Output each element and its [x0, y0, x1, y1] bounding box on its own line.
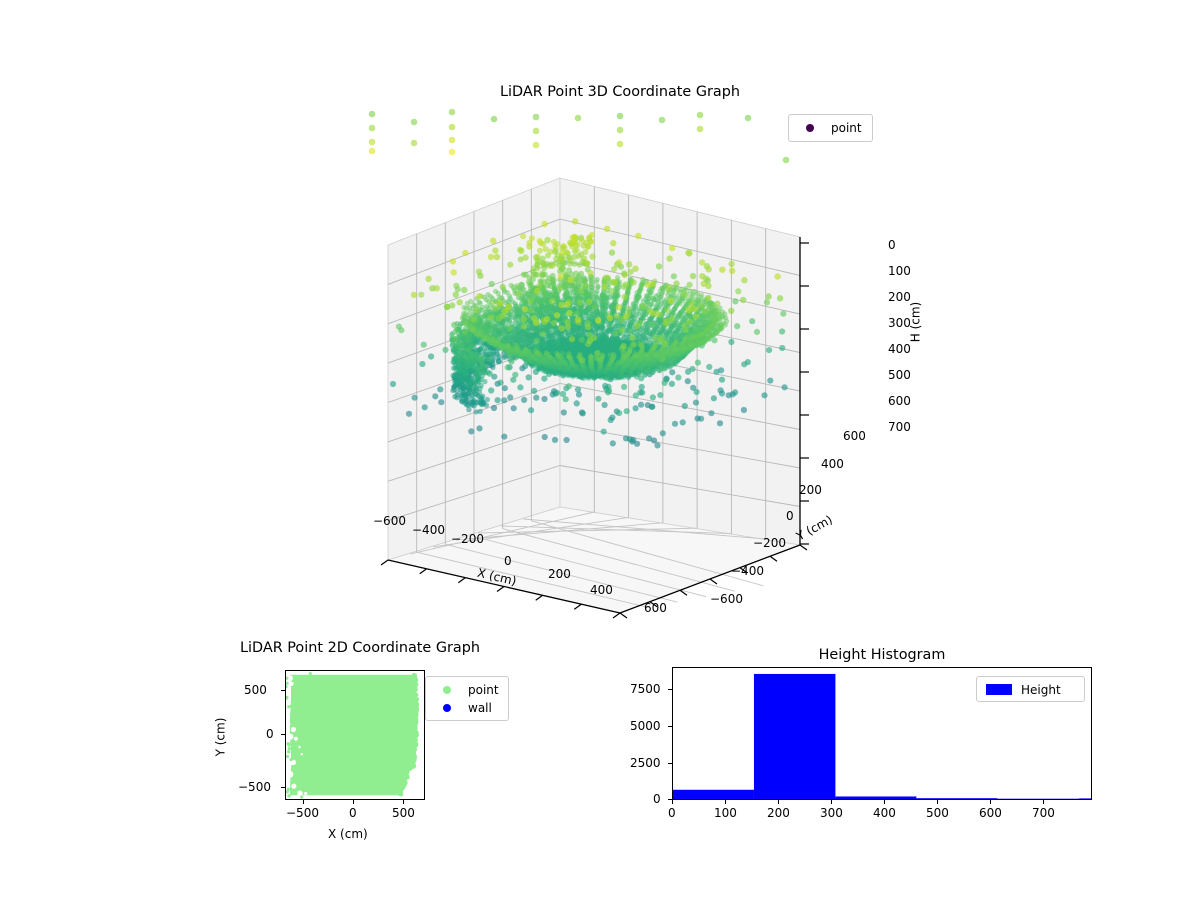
tickmark-hist-y-0	[668, 799, 672, 800]
ticklabel-3d-x-4: 200	[548, 567, 571, 581]
ticklabel-hist-x-1: 100	[714, 806, 737, 820]
ticklabel-2d-x-0: −500	[286, 806, 319, 820]
ticklabel-3d-x-5: 400	[590, 583, 613, 597]
axis-label-3d-z: H (cm)	[908, 301, 923, 343]
tickmark-hist-y-2	[668, 726, 672, 727]
ticklabel-hist-x-3: 300	[820, 806, 843, 820]
panel-3d-title: LiDAR Point 3D Coordinate Graph	[500, 84, 740, 100]
ticklabel-3d-z-3: 300	[888, 316, 911, 330]
legend-wall-marker-icon	[432, 704, 462, 712]
ticklabel-3d-y-6: 600	[843, 429, 866, 443]
ticklabel-2d-x-2: 500	[392, 806, 415, 820]
ticklabel-hist-y-2: 5000	[630, 719, 661, 733]
tickmark-hist-x-4	[884, 800, 885, 804]
histogram-bars	[673, 673, 1091, 799]
ticklabel-3d-y-0: −600	[710, 592, 743, 606]
legend-2d[interactable]: point wall	[425, 676, 509, 721]
ticklabel-3d-y-4: 200	[799, 483, 822, 497]
tickmark-hist-y-1	[668, 763, 672, 764]
legend-height-swatch-icon	[983, 684, 1015, 695]
legend-histogram[interactable]: Height	[976, 676, 1085, 702]
ticklabel-hist-y-3: 7500	[630, 682, 661, 696]
tickmark-hist-x-7	[1043, 800, 1044, 804]
tickmark-hist-x-5	[937, 800, 938, 804]
tickmark-2d-x-1	[353, 800, 354, 804]
ticklabel-hist-x-4: 400	[873, 806, 896, 820]
ticklabel-hist-y-0: 0	[653, 792, 661, 806]
ticklabel-3d-x-2: −200	[451, 532, 484, 546]
legend-2d-label-point: point	[468, 683, 499, 697]
ticklabel-3d-z-7: 700	[888, 420, 911, 434]
ticklabel-3d-y-3: 0	[786, 509, 794, 523]
axis-label-2d-x: X (cm)	[328, 827, 368, 841]
ticklabel-hist-y-1: 2500	[630, 756, 661, 770]
ticklabel-hist-x-2: 200	[767, 806, 790, 820]
ticklabel-3d-z-5: 500	[888, 368, 911, 382]
legend-hist-label-height: Height	[1021, 682, 1061, 697]
axis-label-2d-y: Y (cm)	[213, 717, 228, 757]
ticklabel-hist-x-5: 500	[926, 806, 949, 820]
legend-3d[interactable]: point	[788, 114, 873, 142]
histogram-canvas	[673, 673, 1091, 799]
ticklabel-2d-y-1: 0	[266, 727, 274, 741]
ticklabel-hist-x-6: 600	[979, 806, 1002, 820]
scatter-2d-canvas	[286, 672, 420, 799]
tickmark-hist-x-6	[990, 800, 991, 804]
ticklabel-3d-z-0: 0	[888, 238, 896, 252]
axes-2d[interactable]	[285, 670, 425, 800]
tickmark-hist-x-1	[725, 800, 726, 804]
ticklabel-2d-y-0: 500	[244, 683, 267, 697]
axes-3d[interactable]	[300, 75, 940, 635]
ticklabel-hist-x-7: 700	[1032, 806, 1055, 820]
legend-hist-item-height[interactable]: Height	[983, 681, 1078, 698]
ticklabel-2d-x-1: 0	[349, 806, 357, 820]
ticklabel-3d-y-1: −400	[731, 564, 764, 578]
scatter-3d-canvas	[368, 108, 809, 619]
legend-3d-item-point[interactable]: point	[795, 119, 866, 137]
ticklabel-3d-x-3: 0	[504, 554, 512, 568]
legend-2d-item-wall[interactable]: wall	[432, 699, 502, 717]
panel-2d-title: LiDAR Point 2D Coordinate Graph	[240, 640, 480, 656]
tickmark-2d-y-1	[281, 734, 285, 735]
legend-2d-item-point[interactable]: point	[432, 681, 502, 699]
tickmark-2d-y-0	[281, 690, 285, 691]
panel-hist-title: Height Histogram	[818, 647, 946, 663]
ticklabel-hist-x-0: 0	[668, 806, 676, 820]
legend-3d-label-point: point	[831, 121, 862, 135]
ticklabel-3d-x-6: 600	[644, 601, 667, 615]
point-cloud-2d	[286, 672, 420, 799]
point-cloud-3d	[368, 108, 790, 449]
ticklabel-3d-z-2: 200	[888, 290, 911, 304]
tickmark-hist-y-3	[668, 689, 672, 690]
tickmark-hist-x-2	[778, 800, 779, 804]
ticklabel-3d-x-1: −400	[412, 523, 445, 537]
legend-point-marker-icon	[432, 686, 462, 694]
ticklabel-3d-y-5: 400	[821, 457, 844, 471]
ticklabel-3d-z-6: 600	[888, 394, 911, 408]
ticklabel-3d-y-2: −200	[753, 536, 786, 550]
legend-2d-label-wall: wall	[468, 701, 492, 715]
tickmark-hist-x-3	[831, 800, 832, 804]
legend-point-marker-icon	[795, 124, 825, 132]
tickmark-hist-x-0	[672, 800, 673, 804]
tickmark-2d-y-2	[281, 787, 285, 788]
tickmark-2d-x-2	[403, 800, 404, 804]
ticklabel-3d-z-1: 100	[888, 264, 911, 278]
ticklabel-2d-y-2: −500	[238, 780, 271, 794]
tickmark-2d-x-0	[303, 800, 304, 804]
ticklabel-3d-x-0: −600	[373, 514, 406, 528]
ticklabel-3d-z-4: 400	[888, 342, 911, 356]
